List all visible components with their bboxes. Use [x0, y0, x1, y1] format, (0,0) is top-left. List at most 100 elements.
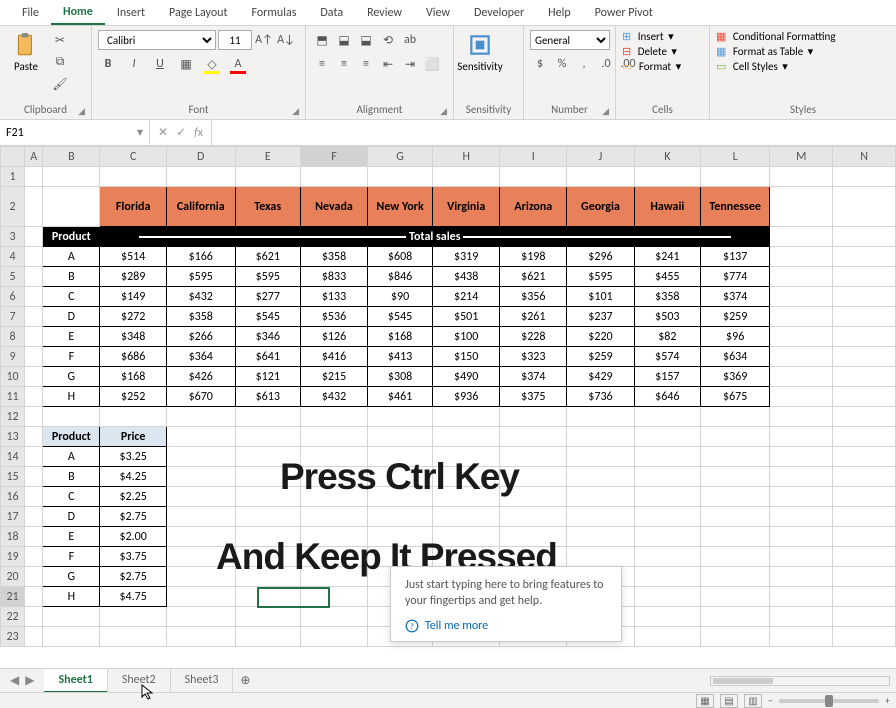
- sales-cell[interactable]: $429: [567, 367, 634, 387]
- delete-cells-button[interactable]: ⊟ Delete ▾: [622, 45, 677, 58]
- cell[interactable]: [25, 307, 43, 327]
- cell[interactable]: [43, 607, 100, 627]
- cell[interactable]: [634, 607, 701, 627]
- sales-cell[interactable]: $259: [567, 347, 634, 367]
- tab-formulas[interactable]: Formulas: [239, 2, 308, 24]
- cell[interactable]: [701, 527, 770, 547]
- sales-cell[interactable]: $237: [567, 307, 634, 327]
- name-box[interactable]: [6, 126, 137, 140]
- format-painter-button[interactable]: 🖌: [50, 74, 70, 94]
- price-value[interactable]: $2.75: [100, 507, 167, 527]
- sales-cell[interactable]: $686: [100, 347, 167, 367]
- cell[interactable]: [833, 467, 896, 487]
- sales-cell[interactable]: $121: [235, 367, 300, 387]
- cell[interactable]: [567, 547, 634, 567]
- row-header-12[interactable]: 12: [1, 407, 25, 427]
- tab-file[interactable]: File: [10, 2, 51, 24]
- state-header-arizona[interactable]: Arizona: [500, 187, 567, 227]
- row-header-5[interactable]: 5: [1, 267, 25, 287]
- sales-cell[interactable]: $574: [634, 347, 701, 367]
- product-E[interactable]: E: [43, 327, 100, 347]
- cell[interactable]: [770, 247, 833, 267]
- cell[interactable]: [25, 447, 43, 467]
- column-header-A[interactable]: A: [25, 147, 43, 167]
- merge-button[interactable]: ⬜: [422, 54, 442, 74]
- tell-me-more-link[interactable]: ? Tell me more: [405, 619, 607, 633]
- font-name-select[interactable]: Calibri: [98, 30, 216, 50]
- sales-cell[interactable]: $228: [500, 327, 567, 347]
- cell[interactable]: [300, 407, 367, 427]
- sales-cell[interactable]: $438: [433, 267, 500, 287]
- column-header-D[interactable]: D: [166, 147, 235, 167]
- cell[interactable]: [701, 547, 770, 567]
- cell[interactable]: [567, 527, 634, 547]
- sales-cell[interactable]: $490: [433, 367, 500, 387]
- sales-cell[interactable]: $670: [166, 387, 235, 407]
- cell[interactable]: [770, 267, 833, 287]
- sales-cell[interactable]: $461: [368, 387, 433, 407]
- sales-cell[interactable]: $621: [235, 247, 300, 267]
- row-header-14[interactable]: 14: [1, 447, 25, 467]
- conditional-formatting-button[interactable]: ▦ Conditional Formatting: [716, 30, 836, 43]
- sales-cell[interactable]: $319: [433, 247, 500, 267]
- cell[interactable]: [770, 307, 833, 327]
- sales-cell[interactable]: $545: [368, 307, 433, 327]
- price-product-H[interactable]: H: [43, 587, 100, 607]
- cell[interactable]: [100, 627, 167, 647]
- border-button[interactable]: ▦: [176, 54, 196, 74]
- cell[interactable]: [833, 367, 896, 387]
- sales-cell[interactable]: $936: [433, 387, 500, 407]
- cell[interactable]: [634, 167, 701, 187]
- sales-cell[interactable]: $215: [300, 367, 367, 387]
- tab-page-layout[interactable]: Page Layout: [157, 2, 239, 24]
- product-B[interactable]: B: [43, 267, 100, 287]
- cell[interactable]: [368, 507, 433, 527]
- sales-cell[interactable]: $356: [500, 287, 567, 307]
- column-header-E[interactable]: E: [235, 147, 300, 167]
- font-launcher[interactable]: ◢: [292, 106, 299, 117]
- cell[interactable]: [100, 167, 167, 187]
- cell[interactable]: [634, 627, 701, 647]
- cell[interactable]: [701, 627, 770, 647]
- sales-cell[interactable]: $358: [300, 247, 367, 267]
- cell[interactable]: [25, 547, 43, 567]
- cell[interactable]: [300, 627, 367, 647]
- cell[interactable]: [300, 587, 367, 607]
- sales-cell[interactable]: $358: [634, 287, 701, 307]
- cell[interactable]: [43, 187, 100, 227]
- sales-cell[interactable]: $364: [166, 347, 235, 367]
- cell[interactable]: [634, 567, 701, 587]
- sales-cell[interactable]: $501: [433, 307, 500, 327]
- cell[interactable]: [567, 167, 634, 187]
- cell[interactable]: [770, 587, 833, 607]
- row-header-3[interactable]: 3: [1, 227, 25, 247]
- cell[interactable]: [634, 587, 701, 607]
- sales-cell[interactable]: $621: [500, 267, 567, 287]
- cell[interactable]: [25, 227, 43, 247]
- cell[interactable]: [701, 427, 770, 447]
- cell[interactable]: [166, 427, 235, 447]
- sales-cell[interactable]: $96: [701, 327, 770, 347]
- cell[interactable]: [100, 407, 167, 427]
- bold-button[interactable]: B: [98, 54, 118, 74]
- row-header-20[interactable]: 20: [1, 567, 25, 587]
- cell[interactable]: [701, 467, 770, 487]
- sales-cell[interactable]: $374: [701, 287, 770, 307]
- cell[interactable]: [770, 487, 833, 507]
- sheet-tab-sheet1[interactable]: Sheet1: [44, 669, 107, 693]
- cell[interactable]: [166, 507, 235, 527]
- cell[interactable]: [770, 507, 833, 527]
- sales-cell[interactable]: $455: [634, 267, 701, 287]
- increase-indent-button[interactable]: ⇥: [400, 54, 420, 74]
- wrap-text-button[interactable]: ab: [400, 30, 420, 50]
- price-price-header[interactable]: Price: [100, 427, 167, 447]
- sales-cell[interactable]: $214: [433, 287, 500, 307]
- format-cells-button[interactable]: ▭ Format ▾: [622, 60, 681, 73]
- currency-button[interactable]: $: [530, 54, 550, 74]
- sales-cell[interactable]: $346: [235, 327, 300, 347]
- row-header-9[interactable]: 9: [1, 347, 25, 367]
- cell[interactable]: [770, 367, 833, 387]
- cell[interactable]: [634, 467, 701, 487]
- price-product-C[interactable]: C: [43, 487, 100, 507]
- cell[interactable]: [25, 287, 43, 307]
